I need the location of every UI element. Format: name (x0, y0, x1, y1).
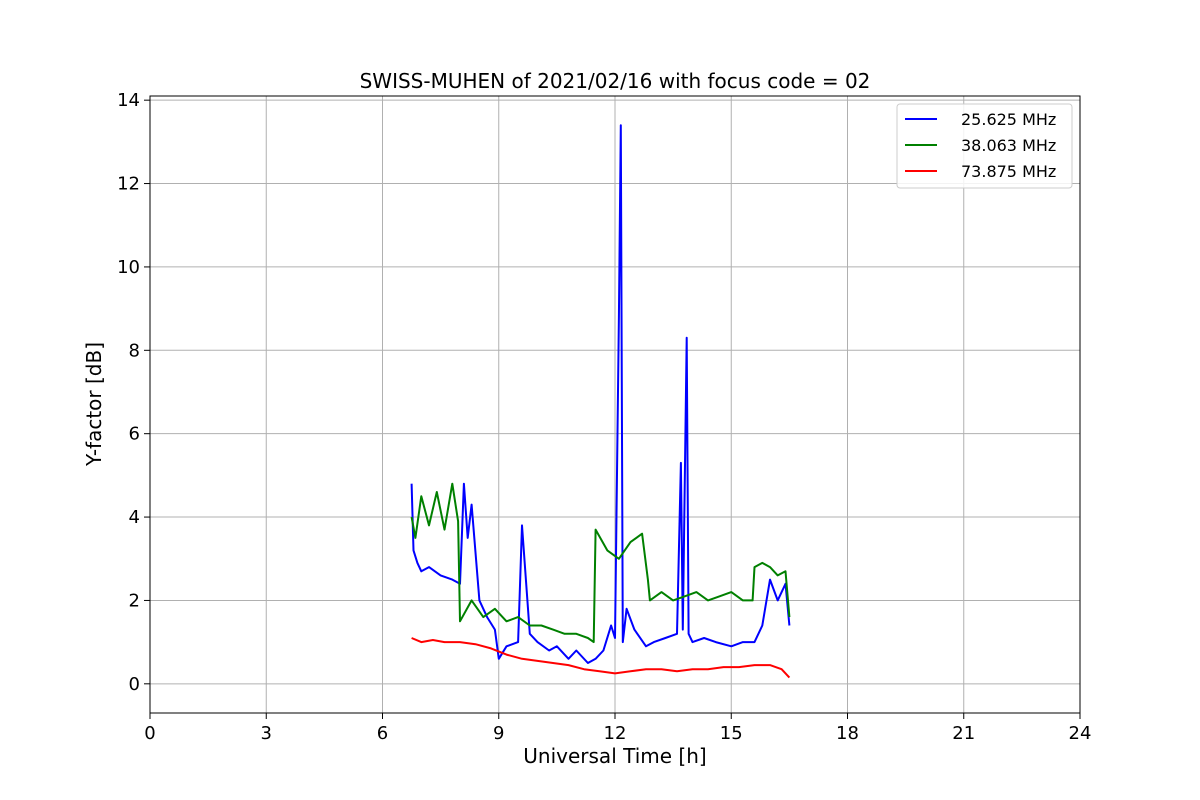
x-tick-label: 15 (720, 723, 743, 744)
x-tick-label: 18 (836, 723, 859, 744)
series-line-1 (410, 124, 791, 664)
x-tick-label: 0 (144, 723, 155, 744)
series-line-2 (410, 482, 791, 644)
x-tick-label: 12 (604, 723, 627, 744)
y-tick-label: 0 (129, 674, 140, 695)
y-tick-label: 8 (129, 340, 140, 361)
x-tick-label: 21 (952, 723, 975, 744)
y-tick-label: 14 (117, 90, 140, 111)
y-tick-label: 12 (117, 174, 140, 195)
series-line-3 (411, 637, 791, 679)
x-tick-label: 3 (261, 723, 272, 744)
series-lines (410, 124, 791, 679)
y-tick-label: 2 (129, 590, 140, 611)
legend-box (896, 103, 1073, 189)
y-tick-label: 6 (129, 424, 140, 445)
x-tick-label: 9 (493, 723, 504, 744)
legend-label-2: 38.063 MHz (961, 136, 1056, 155)
x-tick-label: 24 (1069, 723, 1092, 744)
x-axis-label: Universal Time [h] (523, 744, 706, 768)
chart-title: SWISS-MUHEN of 2021/02/16 with focus cod… (360, 69, 871, 93)
y-tick-label: 4 (129, 507, 140, 528)
y-axis-label: Y-factor [dB] (82, 342, 106, 467)
legend: 25.625 MHz 38.063 MHz 73.875 MHz (896, 103, 1073, 189)
y-tick-label: 10 (117, 257, 140, 278)
legend-label-1: 25.625 MHz (961, 110, 1056, 129)
legend-label-3: 73.875 MHz (961, 162, 1056, 181)
x-tick-label: 6 (377, 723, 388, 744)
